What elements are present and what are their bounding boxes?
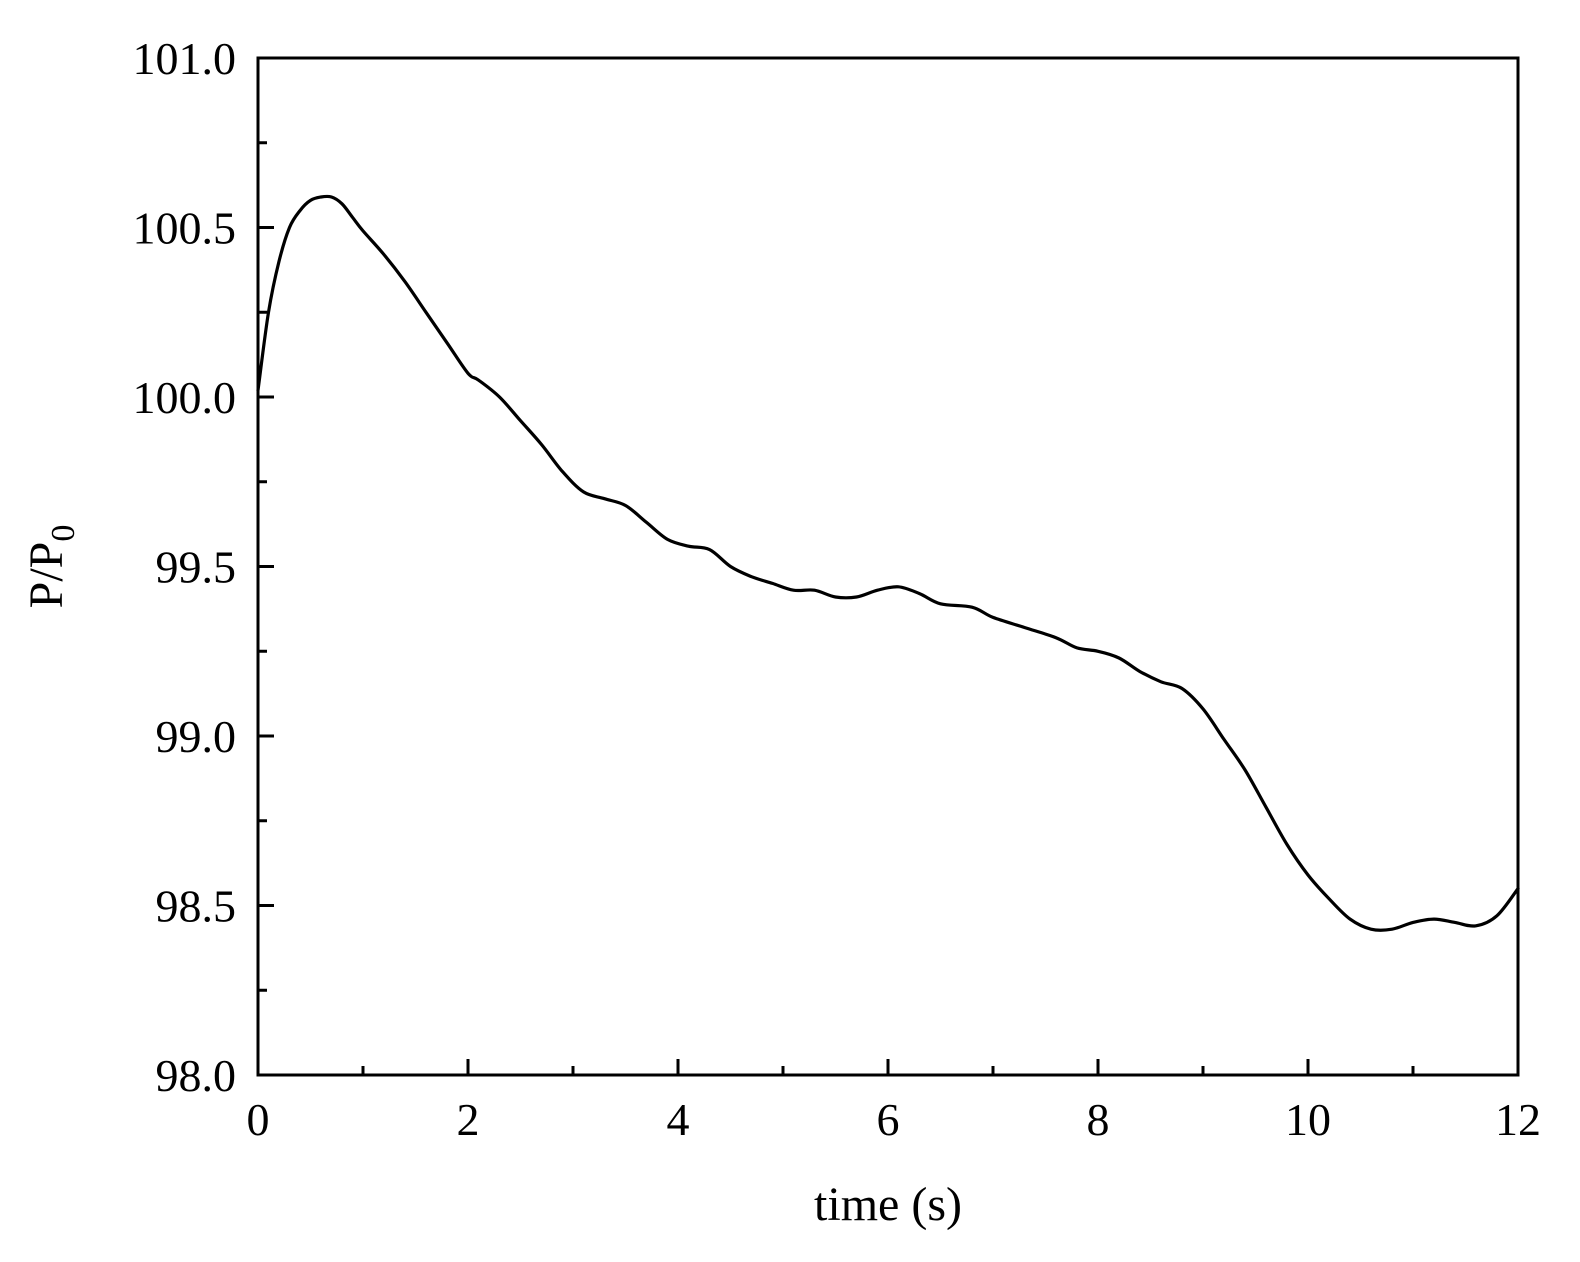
x-tick-label: 8: [1087, 1094, 1110, 1145]
y-tick-label: 100.0: [133, 372, 237, 423]
y-tick-label: 99.0: [156, 711, 237, 762]
y-axis-title-main: P/P: [20, 542, 73, 609]
x-tick-label: 4: [667, 1094, 690, 1145]
y-tick-labels: 98.0 98.5 99.0 99.5 100.0 100.5 101.0: [133, 33, 237, 1101]
y-axis-title: P/P0: [20, 525, 82, 609]
x-axis-title: time (s): [814, 1178, 962, 1231]
y-tick-label: 100.5: [133, 203, 237, 254]
x-tick-label: 10: [1285, 1094, 1331, 1145]
x-tick-label: 0: [247, 1094, 270, 1145]
y-tick-label: 99.5: [156, 542, 237, 593]
y-axis-title-subscript: 0: [45, 525, 82, 542]
x-tick-labels: 0 2 4 6 8 10 12: [247, 1094, 1542, 1145]
x-tick-label: 6: [877, 1094, 900, 1145]
x-tick-label: 12: [1495, 1094, 1541, 1145]
x-tick-label: 2: [457, 1094, 480, 1145]
plot-frame: [256, 56, 1520, 1077]
series-line: [256, 194, 1520, 932]
tick-marks: [256, 56, 1520, 1077]
y-tick-label: 98.0: [156, 1050, 237, 1101]
y-tick-label: 98.5: [156, 881, 237, 932]
y-tick-label: 101.0: [133, 33, 237, 84]
